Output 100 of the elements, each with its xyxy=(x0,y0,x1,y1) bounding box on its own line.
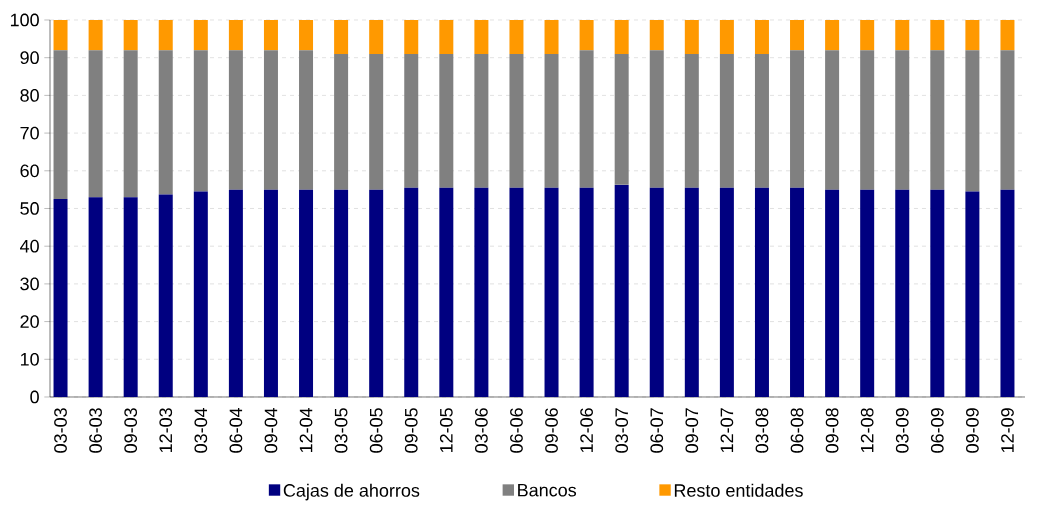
bar xyxy=(299,50,314,190)
bar xyxy=(88,50,103,198)
bar xyxy=(649,50,664,188)
bar xyxy=(579,50,594,188)
legend-label: Resto entidades xyxy=(674,483,803,497)
x-tick-label: 03-07 xyxy=(615,408,629,453)
bar xyxy=(579,187,594,397)
bar xyxy=(579,20,594,51)
bar xyxy=(334,20,349,54)
x-tick-label: 06-08 xyxy=(790,408,804,453)
x-tick-label: 03-03 xyxy=(54,408,67,453)
bar xyxy=(719,20,734,54)
bar xyxy=(825,189,840,397)
x-tick-label: 03-09 xyxy=(895,408,909,453)
bar xyxy=(895,189,910,397)
bar xyxy=(895,20,910,51)
y-tick-label: 40 xyxy=(20,239,39,253)
bar xyxy=(123,20,138,51)
bar xyxy=(193,191,208,397)
bar xyxy=(439,53,454,188)
bar xyxy=(158,194,173,397)
bar xyxy=(544,187,559,397)
bar xyxy=(158,20,173,51)
y-tick-label: 10 xyxy=(20,352,39,366)
bar xyxy=(193,50,208,192)
x-tick-label: 03-08 xyxy=(755,408,769,453)
bar xyxy=(53,50,68,200)
bar xyxy=(930,20,945,51)
bar xyxy=(123,197,138,397)
x-tick-label: 06-04 xyxy=(229,407,243,453)
bar xyxy=(684,20,699,54)
bar xyxy=(228,189,243,397)
bar xyxy=(263,189,278,397)
bar xyxy=(614,184,629,397)
bar xyxy=(965,191,980,397)
bar xyxy=(614,20,629,54)
bar xyxy=(509,53,524,188)
bar xyxy=(825,50,840,190)
x-tick-label: 09-07 xyxy=(685,408,699,453)
bar xyxy=(544,20,559,54)
bar xyxy=(860,20,875,51)
x-tick-label: 03-05 xyxy=(334,408,348,453)
bar xyxy=(334,189,349,397)
y-tick-label: 90 xyxy=(20,51,39,65)
bar xyxy=(88,197,103,397)
bar xyxy=(719,53,734,188)
bar xyxy=(509,20,524,54)
y-tick-label: 60 xyxy=(20,164,39,178)
y-tick-label: 0 xyxy=(30,390,39,404)
bar xyxy=(474,20,489,54)
y-tick-label: 70 xyxy=(20,126,39,140)
bar xyxy=(334,53,349,190)
x-tick-label: 06-07 xyxy=(650,408,664,453)
x-tick-label: 09-08 xyxy=(825,408,839,453)
bar xyxy=(263,20,278,51)
bar xyxy=(369,189,384,397)
bar xyxy=(790,187,805,397)
bar xyxy=(825,20,840,51)
bar xyxy=(544,53,559,188)
x-tick-label: 12-07 xyxy=(720,408,734,453)
bar xyxy=(790,20,805,51)
bar xyxy=(88,20,103,51)
x-tick-label: 09-04 xyxy=(264,407,278,453)
x-tick-label: 03-04 xyxy=(194,407,208,453)
bar xyxy=(1000,20,1015,51)
x-tick-label: 03-06 xyxy=(475,408,488,453)
x-tick-label: 12-09 xyxy=(1001,408,1014,453)
x-tick-label: 12-03 xyxy=(159,408,173,453)
bar xyxy=(404,187,419,397)
bar xyxy=(474,53,489,188)
x-tick-label: 12-06 xyxy=(580,408,593,453)
bar xyxy=(369,53,384,190)
y-tick-label: 30 xyxy=(20,277,39,291)
x-tick-label: 12-05 xyxy=(439,408,453,453)
bar xyxy=(1000,189,1015,397)
x-tick-label: 09-06 xyxy=(545,408,558,453)
bar xyxy=(860,189,875,397)
bar xyxy=(404,20,419,54)
bar xyxy=(965,50,980,192)
bar xyxy=(228,20,243,51)
bar xyxy=(754,53,769,188)
bar xyxy=(684,53,699,188)
bar xyxy=(790,50,805,188)
y-tick-label: 80 xyxy=(20,89,39,102)
bar xyxy=(158,50,173,195)
x-tick-label: 09-09 xyxy=(966,408,979,453)
bar xyxy=(228,50,243,190)
bar xyxy=(439,187,454,397)
bar xyxy=(930,189,945,397)
bar xyxy=(299,20,314,51)
bar xyxy=(123,50,138,198)
bar xyxy=(649,187,664,397)
x-tick-label: 09-03 xyxy=(124,408,138,453)
bar xyxy=(754,187,769,397)
bar xyxy=(930,50,945,190)
bar xyxy=(439,20,454,54)
bar xyxy=(614,53,629,185)
x-tick-label: 06-09 xyxy=(930,408,944,453)
bar xyxy=(860,50,875,190)
x-tick-label: 06-03 xyxy=(89,408,102,453)
